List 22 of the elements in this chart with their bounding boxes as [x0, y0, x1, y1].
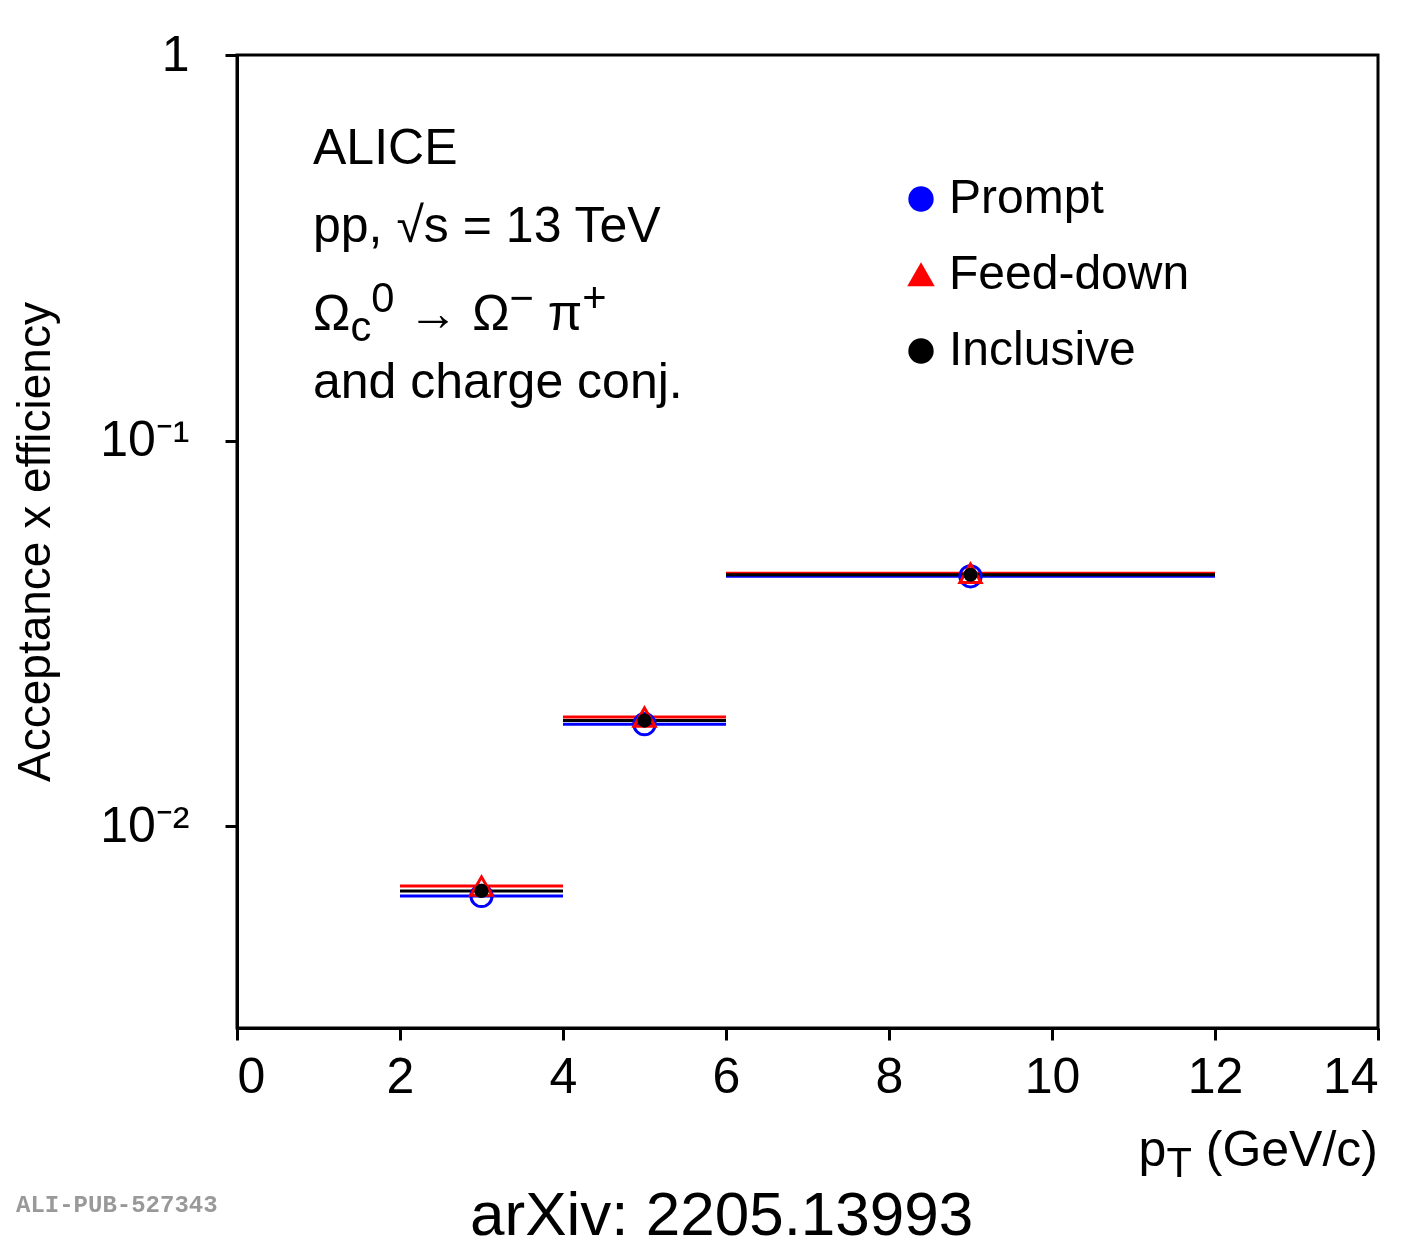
x-tick-label: 14 [1322, 1047, 1379, 1104]
legend-label: Inclusive [949, 322, 1136, 375]
annotation: Ω$_{c}$$^{0}$ → Ω$^{−}$ π$^{+}$ [313, 274, 607, 351]
x-tick-label: 0 [237, 1047, 266, 1104]
y-tick-label: 1 [161, 25, 190, 82]
x-tick-label: 12 [1187, 1047, 1244, 1104]
annotation: pp, √s = 13 TeV [313, 196, 661, 254]
legend-label: Prompt [949, 170, 1104, 223]
y-axis-title: Acceptance x efficiency [8, 302, 61, 782]
x-tick-label: 8 [875, 1047, 904, 1104]
legend-label: Feed-down [949, 246, 1190, 299]
x-tick-label: 4 [549, 1047, 578, 1104]
text: arXiv: 2205.13993 [470, 1178, 974, 1243]
annotation: and charge conj. [313, 352, 683, 410]
x-tick-label: 6 [712, 1047, 741, 1104]
y-tick-label: 10⁻¹ [100, 411, 190, 468]
x-tick-label: 10 [1024, 1047, 1081, 1104]
x-axis-title: p$_{T}$ (GeV/c) [1138, 1120, 1378, 1187]
annotation: ALICE [313, 118, 458, 176]
text: ALI-PUB-527343 [16, 1192, 218, 1219]
y-tick-label: 10⁻² [100, 796, 190, 853]
x-tick-label: 2 [386, 1047, 415, 1104]
